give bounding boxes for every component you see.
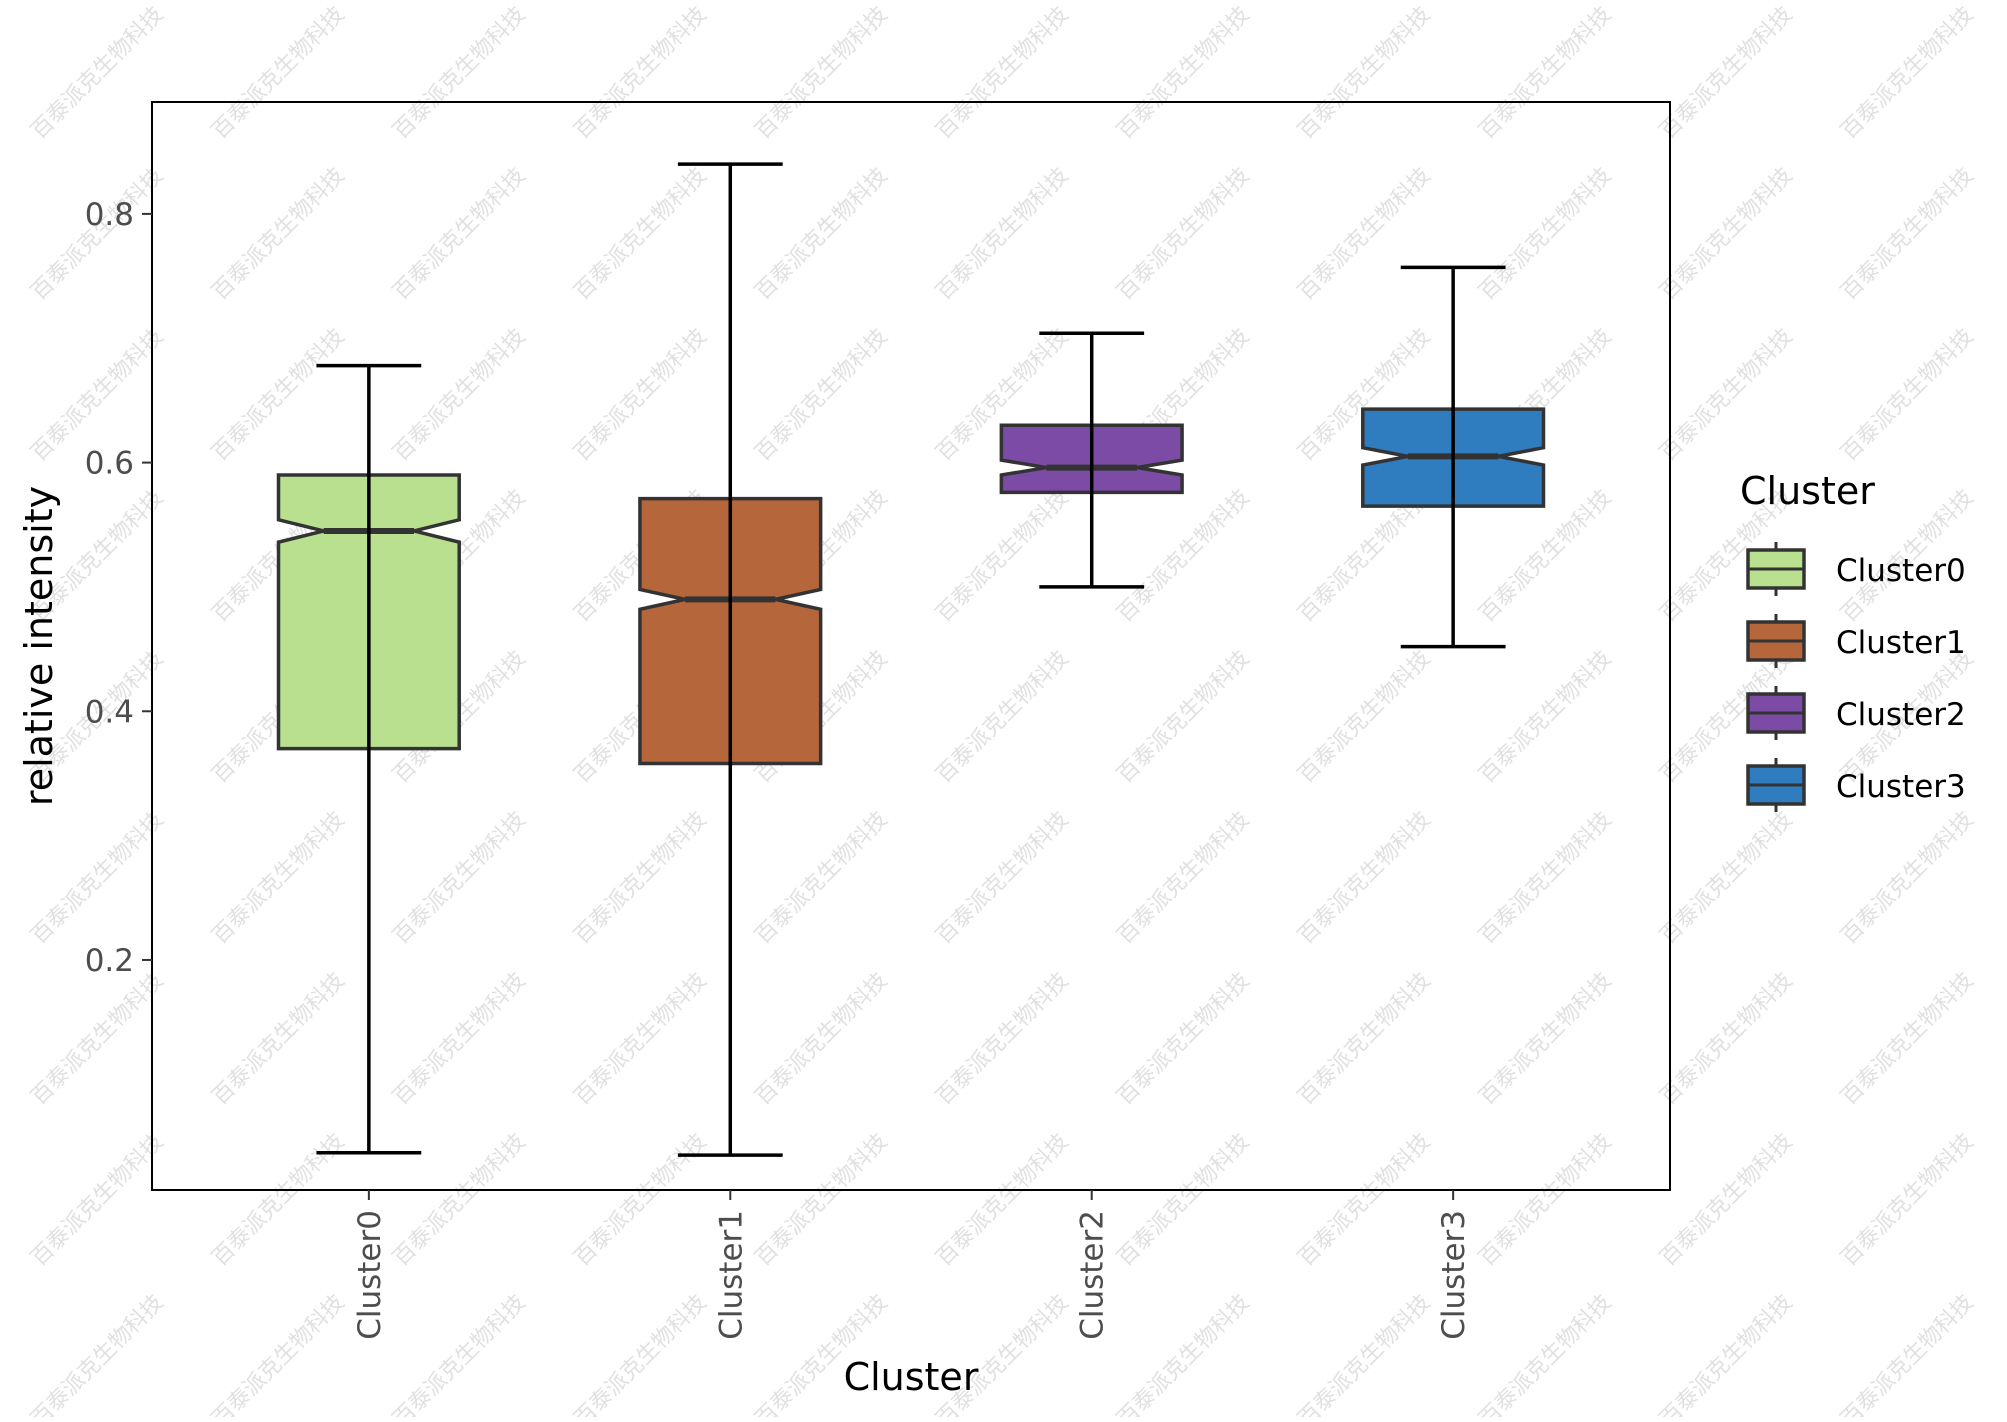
y-tick-label: 0.6 xyxy=(85,446,134,482)
y-axis-title: relative intensity xyxy=(17,486,61,806)
box-Cluster1 xyxy=(638,162,823,1157)
watermark-text: 百泰派克生物科技 xyxy=(389,1290,531,1417)
watermark-text: 百泰派克生物科技 xyxy=(27,1129,169,1271)
watermark-text: 百泰派克生物科技 xyxy=(1113,1290,1255,1417)
legend-label: Cluster2 xyxy=(1836,697,1966,733)
watermark-text: 百泰派克生物科技 xyxy=(1837,2,1979,144)
legend-item-Cluster1: Cluster1 xyxy=(1746,614,1966,668)
legend-item-Cluster0: Cluster0 xyxy=(1746,542,1966,596)
legend-label: Cluster0 xyxy=(1836,553,1966,589)
boxes-layer xyxy=(276,162,1546,1157)
watermark-text: 百泰派克生物科技 xyxy=(1837,324,1979,466)
watermark-text: 百泰派克生物科技 xyxy=(1837,1129,1979,1271)
watermark-text: 百泰派克生物科技 xyxy=(1656,163,1798,305)
legend: Cluster Cluster0 Cluster1 Cluster2 Cluster3 xyxy=(1740,469,1966,812)
x-tick-label: Cluster1 xyxy=(713,1210,749,1340)
box-Cluster0 xyxy=(276,363,461,1155)
watermark-text: 百泰派克生物科技 xyxy=(27,163,169,305)
watermark-text: 百泰派克生物科技 xyxy=(570,1290,712,1417)
legend-label: Cluster1 xyxy=(1836,625,1966,661)
watermark-text: 百泰派克生物科技 xyxy=(1837,1290,1979,1417)
watermark-text: 百泰派克生物科技 xyxy=(1837,968,1979,1110)
legend-label: Cluster3 xyxy=(1836,769,1966,805)
legend-title: Cluster xyxy=(1740,469,1875,513)
watermark-text: 百泰派克生物科技 xyxy=(27,2,169,144)
legend-items: Cluster0 Cluster1 Cluster2 Cluster3 xyxy=(1746,542,1966,812)
watermark-text: 百泰派克生物科技 xyxy=(1656,324,1798,466)
watermark-text: 百泰派克生物科技 xyxy=(1656,1129,1798,1271)
y-tick-label: 0.8 xyxy=(85,197,134,233)
y-axis: 0.2 0.4 0.6 0.8 xyxy=(85,197,152,979)
watermark-text: 百泰派克生物科技 xyxy=(27,1290,169,1417)
y-tick-label: 0.4 xyxy=(85,694,134,730)
x-tick-label: Cluster3 xyxy=(1436,1210,1472,1340)
watermark-text: 百泰派克生物科技 xyxy=(1475,1290,1617,1417)
watermark-text: 百泰派克生物科技 xyxy=(1656,807,1798,949)
legend-item-Cluster3: Cluster3 xyxy=(1746,758,1966,812)
watermark-text: 百泰派克生物科技 xyxy=(27,968,169,1110)
y-tick-label: 0.2 xyxy=(85,943,134,979)
watermark-text: 百泰派克生物科技 xyxy=(1656,2,1798,144)
x-axis-title: Cluster xyxy=(844,1355,979,1399)
box-Cluster2 xyxy=(999,331,1184,589)
watermark-text: 百泰派克生物科技 xyxy=(1656,1290,1798,1417)
legend-item-Cluster2: Cluster2 xyxy=(1746,686,1966,740)
watermark-text: 百泰派克生物科技 xyxy=(1656,968,1798,1110)
plot-panel xyxy=(151,101,1671,1191)
watermark-text: 百泰派克生物科技 xyxy=(1837,807,1979,949)
watermark-text: 百泰派克生物科技 xyxy=(1837,163,1979,305)
watermark-text: 百泰派克生物科技 xyxy=(1294,1290,1436,1417)
watermark-text: 百泰派克生物科技 xyxy=(208,1290,350,1417)
box-Cluster3 xyxy=(1361,265,1546,649)
watermark-text: 百泰派克生物科技 xyxy=(27,807,169,949)
x-tick-label: Cluster0 xyxy=(352,1210,388,1340)
x-axis: Cluster0 Cluster1 Cluster2 Cluster3 xyxy=(352,1190,1472,1340)
x-tick-label: Cluster2 xyxy=(1075,1210,1111,1340)
